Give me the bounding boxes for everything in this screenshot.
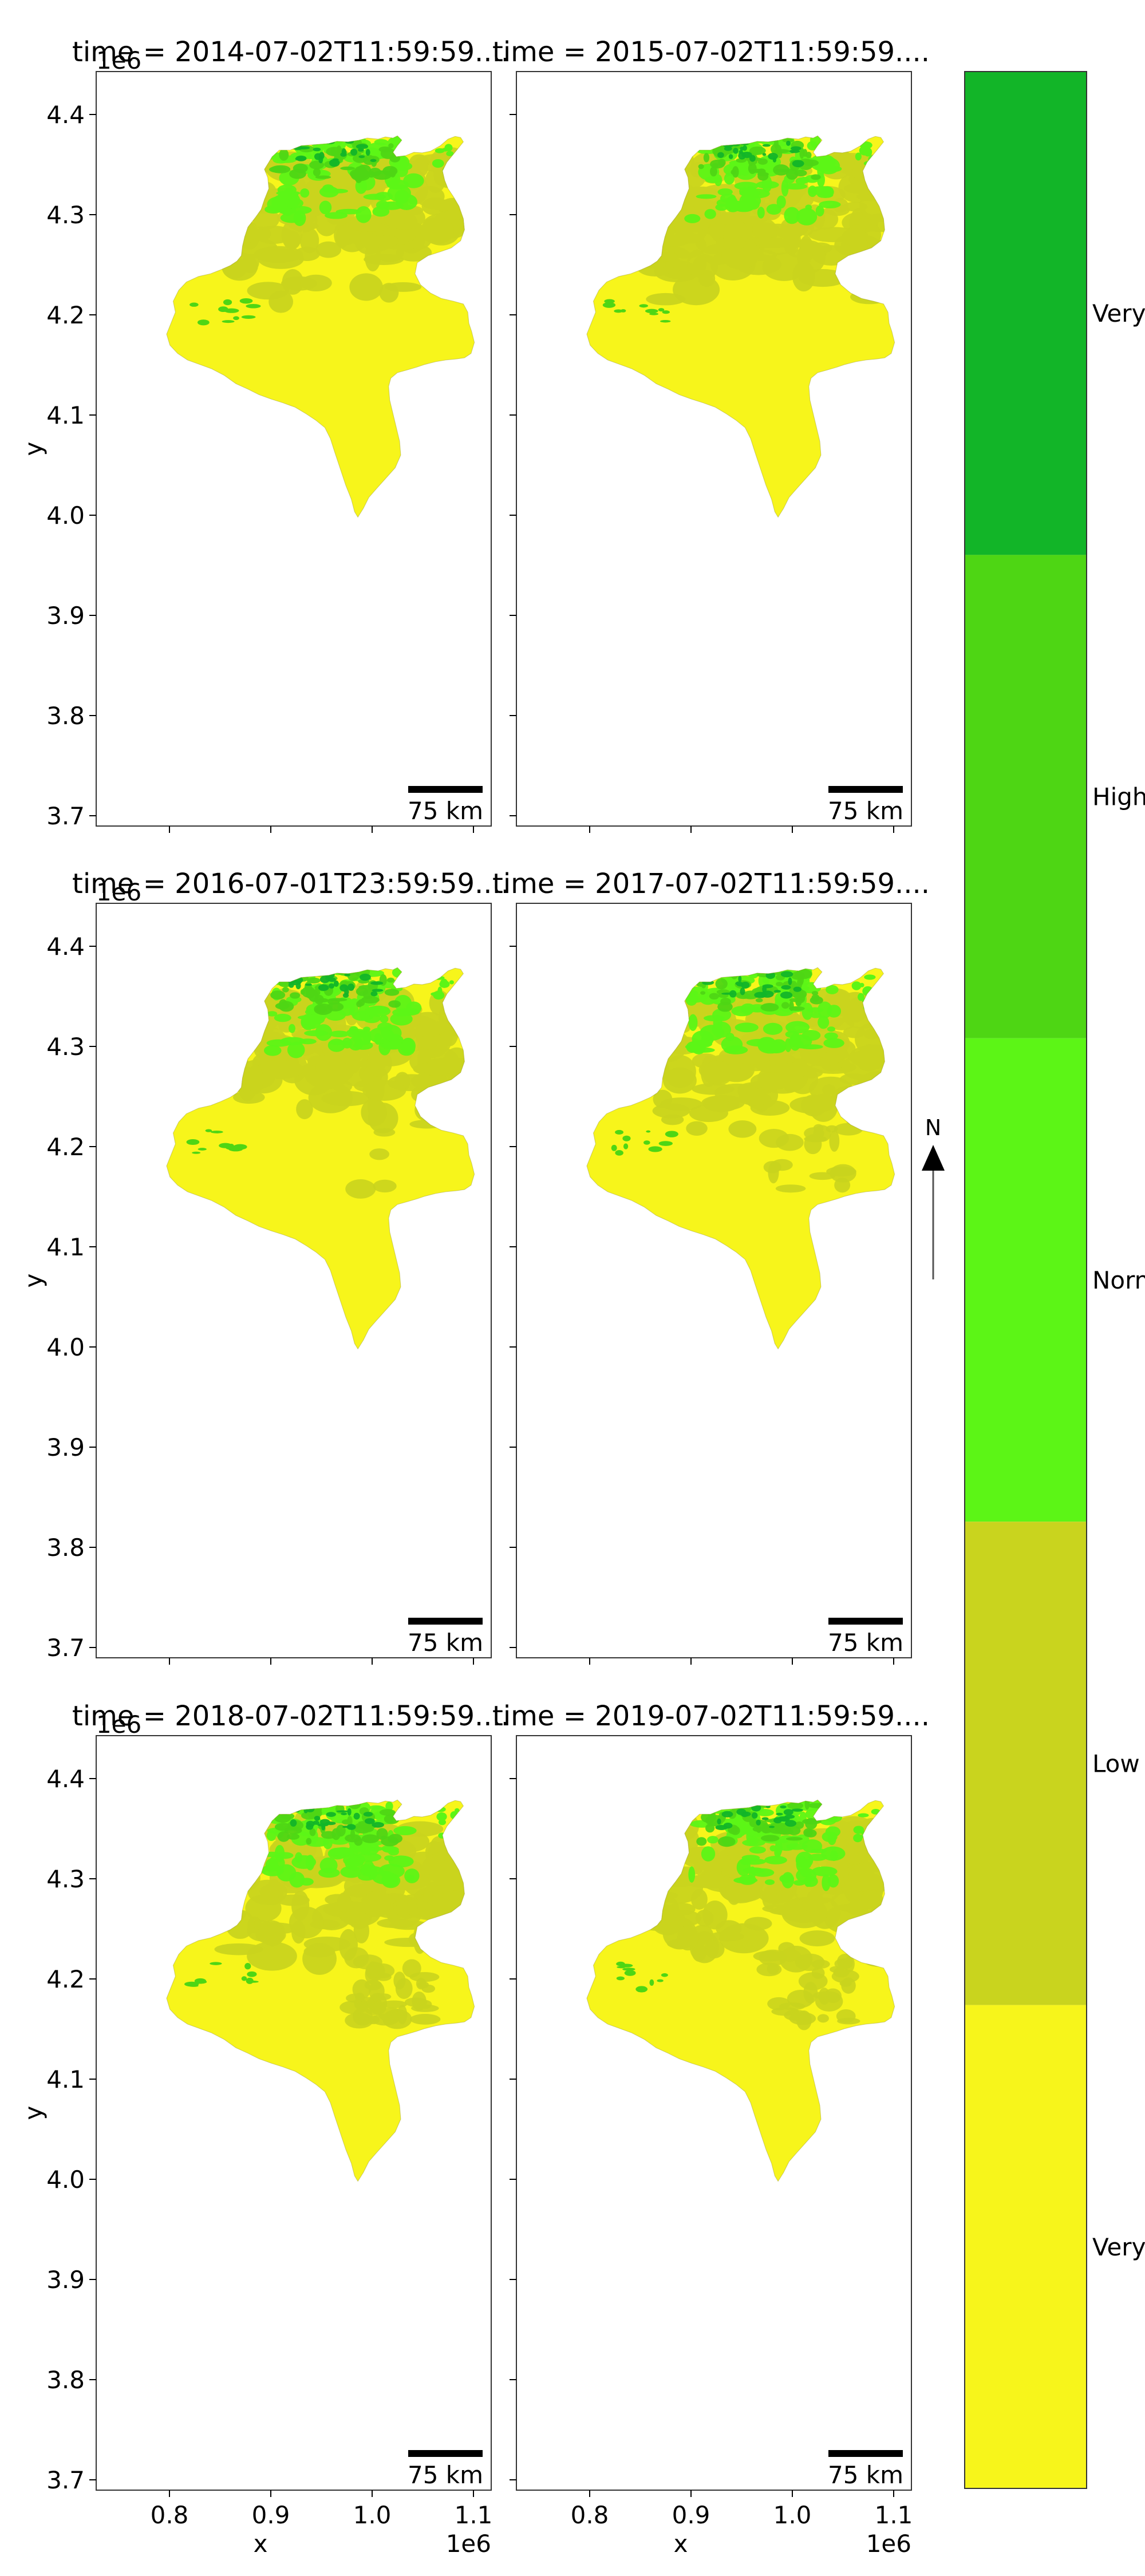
- panel-title: time = 2018-07-02T11:59:59....: [72, 1700, 510, 1732]
- y-tick-label: 3.9: [46, 602, 85, 630]
- scale-bar-label: 75 km: [408, 2461, 483, 2489]
- map-panel: time = 2019-07-02T11:59:59.... 0.8 0.9 1.0 1…: [492, 1700, 930, 2558]
- y-tick-label: 3.7: [46, 2466, 85, 2494]
- y-tick-label: 4.4: [46, 1765, 85, 1793]
- map-panels: time = 2014-07-02T11:59:59....1e64.44.34…: [19, 36, 930, 2558]
- legend-label: Low: [1092, 1749, 1140, 1777]
- y-tick-label: 4.0: [46, 501, 85, 530]
- y-tick-label: 4.3: [46, 1865, 85, 1893]
- scale-bar-label: 75 km: [408, 1629, 483, 1657]
- scale-bar-label: 75 km: [828, 797, 903, 825]
- north-arrow-label: N: [925, 1115, 941, 1140]
- y-tick-label: 4.2: [46, 1133, 85, 1161]
- x-axis-label: x: [674, 2530, 688, 2558]
- x-tick-label: 0.9: [672, 2501, 710, 2529]
- y-tick-label: 4.0: [46, 2166, 85, 2194]
- legend-swatch: [965, 72, 1087, 555]
- y-offset-label: 1e6: [96, 1710, 141, 1739]
- y-offset-label: 1e6: [96, 46, 141, 74]
- x-tick-label: 0.9: [252, 2501, 290, 2529]
- scale-bar: [408, 2450, 483, 2457]
- legend-swatch: [965, 1522, 1087, 2005]
- y-tick-label: 4.0: [46, 1333, 85, 1361]
- x-tick-label: 0.8: [151, 2501, 189, 2529]
- legend-swatch: [965, 2005, 1087, 2488]
- legend-colorbar: Very High Norm Low Very: [964, 71, 1145, 2489]
- scale-bar: [408, 1618, 483, 1625]
- scale-bar-label: 75 km: [828, 1629, 903, 1657]
- map-panel: time = 2014-07-02T11:59:59....1e6 4.4 4.3 4…: [19, 36, 510, 833]
- panel-title: time = 2014-07-02T11:59:59....: [72, 36, 510, 68]
- map-panel: time = 2015-07-02T11:59:59.... 75 km: [492, 36, 930, 833]
- scale-bar: [408, 786, 483, 793]
- legend-label: Very: [1092, 2233, 1145, 2261]
- x-tick-label: 1.1: [875, 2501, 913, 2529]
- x-tick-label: 1.0: [353, 2501, 392, 2529]
- panel-title: time = 2016-07-01T23:59:59....: [72, 868, 510, 900]
- scale-bar-label: 75 km: [408, 797, 483, 825]
- y-axis-label: y: [19, 1274, 48, 1288]
- legend-label: Very: [1092, 299, 1145, 327]
- legend-swatch: [965, 1038, 1087, 1522]
- scale-bar-label: 75 km: [828, 2461, 903, 2489]
- scale-bar: [828, 1618, 903, 1625]
- legend-label: High: [1092, 783, 1145, 811]
- y-tick-label: 4.4: [46, 933, 85, 961]
- y-tick-label: 3.7: [46, 1634, 85, 1662]
- y-tick-label: 4.3: [46, 201, 85, 229]
- y-tick-label: 3.8: [46, 702, 85, 730]
- y-tick-label: 3.9: [46, 1433, 85, 1461]
- x-axis-label: x: [254, 2530, 268, 2558]
- y-tick-label: 4.2: [46, 1965, 85, 1993]
- scale-bar: [828, 2450, 903, 2457]
- y-tick-label: 3.9: [46, 2266, 85, 2294]
- map-panel: time = 2017-07-02T11:59:59.... 75 km: [492, 868, 930, 1665]
- y-tick-label: 3.7: [46, 802, 85, 830]
- x-offset-label: 1e6: [446, 2530, 491, 2558]
- y-offset-label: 1e6: [96, 878, 141, 906]
- x-tick-label: 1.1: [455, 2501, 493, 2529]
- y-tick-label: 4.1: [46, 1233, 85, 1261]
- north-arrow-head: [922, 1145, 945, 1171]
- legend-frame: [964, 71, 1087, 2489]
- y-tick-label: 3.8: [46, 2366, 85, 2394]
- legend-swatch: [965, 555, 1087, 1038]
- x-tick-label: 0.8: [571, 2501, 609, 2529]
- x-offset-label: 1e6: [866, 2530, 911, 2558]
- panel-title: time = 2019-07-02T11:59:59....: [492, 1700, 930, 1732]
- y-tick-label: 4.4: [46, 101, 85, 129]
- y-axis-label: y: [19, 2106, 48, 2120]
- y-tick-label: 4.3: [46, 1033, 85, 1061]
- x-tick-label: 1.0: [773, 2501, 812, 2529]
- y-tick-label: 3.8: [46, 1534, 85, 1562]
- scale-bar: [828, 786, 903, 793]
- legend-label: Norm: [1092, 1266, 1145, 1294]
- map-panel: time = 2018-07-02T11:59:59....1e64.44.34…: [19, 1700, 510, 2558]
- panel-title: time = 2015-07-02T11:59:59....: [492, 36, 930, 68]
- y-axis-label: y: [19, 442, 48, 456]
- panel-title: time = 2017-07-02T11:59:59....: [492, 868, 930, 900]
- north-arrow: N: [922, 1115, 945, 1279]
- map-panel: time = 2016-07-01T23:59:59....1e6 4.4 4.3 4…: [19, 868, 510, 1665]
- y-tick-label: 4.1: [46, 2065, 85, 2093]
- y-tick-label: 4.1: [46, 401, 85, 429]
- y-tick-label: 4.2: [46, 301, 85, 329]
